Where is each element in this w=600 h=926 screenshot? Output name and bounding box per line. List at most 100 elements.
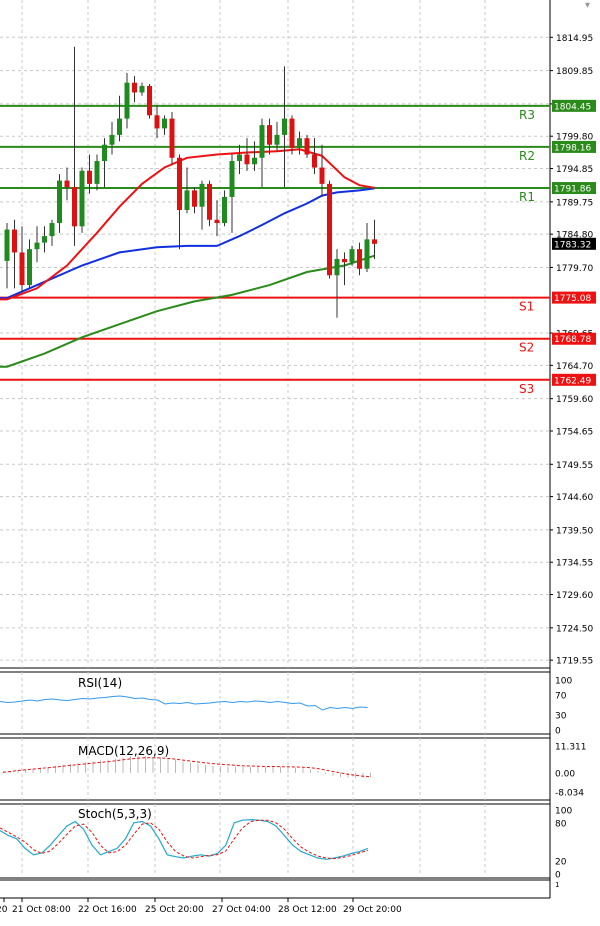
rsi-tick-label: 30 (555, 712, 567, 722)
candle (334, 249, 340, 318)
candle-body (319, 167, 325, 184)
strip-tick-label: 1 (555, 881, 559, 889)
current-price-label: 1783.32 (554, 240, 591, 250)
price-tick-label: 1789.75 (556, 198, 593, 208)
candle-body (169, 118, 175, 158)
price-tick-label: 1759.60 (556, 395, 593, 405)
stoch-signal-line (0, 819, 369, 860)
candle-body (259, 125, 265, 158)
candle-body (117, 118, 122, 135)
candle-body (192, 190, 197, 207)
candle (237, 144, 242, 175)
candle-body (72, 187, 77, 227)
level-price-s1: 1775.08 (554, 294, 591, 304)
price-tick-label: 1724.50 (556, 624, 593, 634)
candle (19, 226, 25, 293)
macd-tick-label: 11.311 (555, 743, 587, 753)
stoch-main-line (0, 818, 369, 860)
scroll-arrow-icon[interactable]: ▾ (585, 0, 590, 11)
candle (109, 121, 115, 155)
candle (364, 223, 370, 273)
candle-body (207, 183, 212, 220)
candle-body (282, 118, 287, 135)
candle-body (334, 258, 340, 276)
level-price-s3: 1762.49 (554, 376, 591, 386)
stoch-tick-label: 0 (555, 871, 561, 881)
candle (252, 141, 257, 171)
candle-body (214, 219, 220, 224)
candle-body (94, 161, 100, 184)
level-name-r2: R2 (519, 149, 535, 163)
level-name-r3: R3 (519, 108, 535, 122)
candle (154, 105, 160, 139)
candle (117, 95, 122, 142)
price-tick-labels: 1814.951809.851804.751799.801794.851789.… (550, 34, 593, 667)
candle-body (42, 236, 47, 243)
price-tick-label: 1719.55 (556, 657, 593, 667)
price-tick-label: 1749.55 (556, 461, 593, 471)
candle-body (237, 154, 242, 162)
candle-body (79, 170, 85, 227)
candle-body (49, 223, 55, 237)
candle (124, 72, 130, 129)
candle (34, 226, 40, 263)
candle-body (132, 82, 137, 93)
price-tick-label: 1799.80 (556, 133, 593, 143)
price-tick-label: 1739.50 (556, 526, 593, 536)
candle (342, 252, 347, 286)
candle (229, 154, 235, 233)
stoch-tick-label: 20 (555, 858, 567, 868)
x-tick-label: 21 Oct 08:00 (12, 905, 71, 915)
rsi-tick-label: 70 (555, 692, 567, 702)
level-tag-s1 (552, 291, 596, 304)
candle (297, 131, 302, 155)
candle-body (304, 138, 310, 155)
candle-body (34, 242, 40, 250)
candle-body (327, 183, 332, 276)
candle-body (184, 190, 190, 210)
level-price-r2: 1798.16 (554, 143, 591, 153)
candle (372, 219, 377, 259)
x-tick-label: 27 Oct 04:00 (212, 905, 271, 915)
candle (49, 219, 55, 246)
rsi-tick-label: 100 (555, 677, 572, 687)
candle (64, 167, 70, 201)
price-tick-label: 1784.80 (556, 231, 593, 241)
price-tick-label: 1814.95 (556, 34, 593, 44)
x-axis-labels: 20 21 Oct 08:00 22 Oct 16:00 25 Oct 20:00 27… (0, 898, 402, 915)
candle (244, 138, 250, 171)
candle (102, 138, 107, 188)
price-tick-label: 1779.70 (556, 264, 593, 274)
macd-signal-line (2, 757, 371, 778)
candle-body (297, 138, 302, 148)
price-tick-label: 1729.60 (556, 591, 593, 601)
level-name-r1: R1 (519, 190, 535, 204)
grid (0, 0, 550, 876)
candle (162, 115, 167, 135)
candle-body (229, 161, 235, 197)
candle (327, 180, 332, 279)
candle (274, 121, 280, 152)
x-tick-label: 20 (0, 905, 8, 915)
stoch-tick-label: 100 (555, 807, 572, 817)
candle (282, 66, 287, 188)
level-tag-s2 (552, 332, 596, 345)
candle (139, 82, 145, 96)
candle (199, 180, 205, 230)
candle (319, 144, 325, 197)
candle (357, 242, 362, 276)
candle (57, 174, 62, 233)
rsi-line (0, 695, 368, 711)
x-tick-label: 28 Oct 12:00 (278, 905, 337, 915)
candle (169, 112, 175, 165)
candle (4, 223, 10, 289)
candle (132, 76, 137, 103)
x-tick-label: 22 Oct 16:00 (78, 905, 137, 915)
candle (259, 118, 265, 188)
candle-body (252, 157, 257, 165)
price-tick-label: 1744.60 (556, 493, 593, 503)
candle (207, 180, 212, 227)
current-price-tag (552, 237, 596, 250)
candle (222, 190, 227, 227)
